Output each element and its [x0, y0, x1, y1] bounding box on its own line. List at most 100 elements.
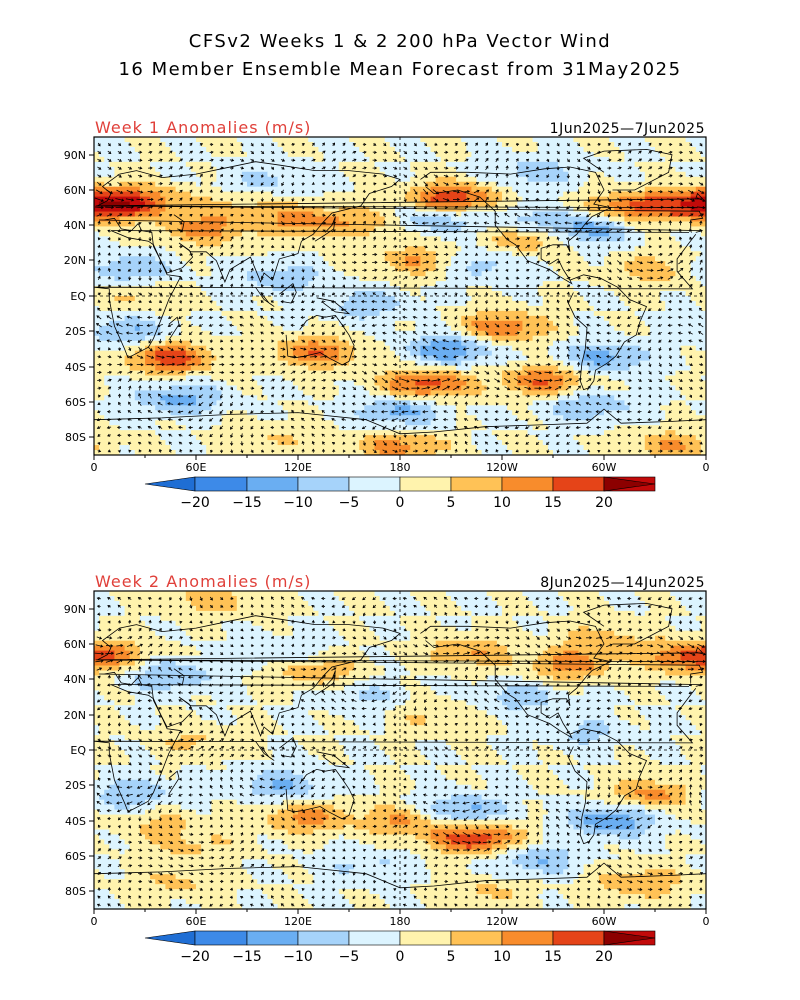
anomaly-cell [216, 216, 223, 223]
anomaly-cell [369, 256, 376, 262]
anomaly-cell [104, 236, 110, 242]
anomaly-cell [588, 211, 595, 218]
anomaly-cell [170, 171, 177, 178]
anomaly-cell [379, 236, 386, 242]
anomaly-cell [389, 340, 396, 347]
anomaly-cell [99, 315, 105, 322]
anomaly-cell [160, 137, 166, 143]
anomaly-cell [670, 176, 676, 183]
anomaly-cell [542, 137, 549, 143]
anomaly-cell [221, 181, 228, 188]
anomaly-cell [180, 137, 187, 143]
anomaly-cell [461, 310, 467, 317]
anomaly-cell [522, 141, 529, 148]
anomaly-cell [369, 231, 376, 237]
anomaly-cell [700, 201, 706, 208]
anomaly-cell [400, 216, 406, 223]
anomaly-cell [547, 137, 554, 143]
anomaly-cell [420, 271, 427, 277]
anomaly-cell [145, 231, 151, 237]
anomaly-cell [262, 171, 268, 178]
anomaly-cell [114, 201, 121, 208]
anomaly-cell [155, 156, 161, 163]
anomaly-cell [598, 146, 605, 153]
anomaly-cell [634, 310, 641, 317]
anomaly-cell [665, 146, 671, 153]
anomaly-cell [298, 271, 304, 277]
anomaly-cell [287, 166, 294, 173]
anomaly-cell [303, 221, 309, 228]
anomaly-cell [593, 137, 600, 143]
anomaly-cell [445, 186, 452, 193]
anomaly-cell [201, 296, 207, 302]
anomaly-cell [374, 181, 381, 188]
anomaly-cell [252, 181, 258, 188]
anomaly-cell [129, 141, 136, 148]
anomaly-cell [267, 261, 274, 267]
anomaly-cell [349, 181, 355, 188]
anomaly-cell [461, 251, 467, 257]
anomaly-cell [247, 171, 253, 178]
anomaly-cell [685, 146, 692, 153]
anomaly-cell [114, 181, 121, 188]
anomaly-cell [486, 156, 493, 163]
anomaly-cell [389, 151, 396, 158]
anomaly-cell [349, 171, 355, 178]
anomaly-cell [456, 216, 462, 223]
anomaly-cell [665, 310, 671, 317]
anomaly-cell [512, 251, 518, 257]
anomaly-cell [527, 171, 534, 178]
anomaly-cell [114, 161, 121, 168]
anomaly-cell [496, 216, 503, 223]
anomaly-cell [486, 221, 493, 228]
anomaly-cell [190, 325, 197, 332]
anomaly-cell [155, 176, 161, 183]
anomaly-cell [185, 151, 192, 158]
anomaly-cell [593, 146, 600, 153]
anomaly-cell [114, 171, 121, 178]
anomaly-cell [665, 156, 671, 163]
anomaly-cell [420, 256, 427, 262]
anomaly-cell [221, 305, 228, 312]
anomaly-cell [231, 141, 238, 148]
anomaly-cell [394, 151, 401, 158]
anomaly-cell [578, 231, 585, 237]
anomaly-cell [139, 141, 146, 148]
anomaly-cell [338, 191, 345, 198]
anomaly-cell [537, 176, 544, 183]
anomaly-cell [685, 261, 692, 267]
anomaly-cell [588, 310, 595, 317]
anomaly-cell [665, 137, 671, 143]
anomaly-cell [328, 211, 335, 218]
anomaly-cell [517, 151, 523, 158]
anomaly-cell [359, 166, 365, 173]
anomaly-cell [384, 271, 391, 277]
anomaly-cell [598, 231, 605, 237]
anomaly-cell [405, 161, 411, 168]
anomaly-cell [537, 221, 544, 228]
anomaly-cell [287, 181, 294, 188]
anomaly-cell [461, 186, 467, 193]
anomaly-cell [690, 156, 697, 163]
anomaly-cell [502, 231, 508, 237]
anomaly-cell [287, 226, 294, 233]
anomaly-cell [318, 236, 325, 242]
anomaly-cell [262, 236, 268, 242]
anomaly-cell [379, 216, 386, 223]
anomaly-cell [425, 176, 432, 183]
anomaly-cell [129, 166, 136, 173]
anomaly-cell [563, 251, 569, 257]
anomaly-cell [461, 141, 467, 148]
anomaly-cell [277, 186, 284, 193]
anomaly-cell [292, 151, 299, 158]
anomaly-cell [374, 335, 381, 342]
anomaly-cell [609, 211, 615, 218]
anomaly-cell [430, 151, 437, 158]
anomaly-cell [170, 231, 177, 237]
anomaly-cell [303, 201, 309, 208]
anomaly-cell [502, 161, 508, 168]
anomaly-cell [150, 176, 156, 183]
anomaly-cell [507, 141, 513, 148]
anomaly-cell [690, 271, 697, 277]
anomaly-cell [104, 226, 110, 233]
